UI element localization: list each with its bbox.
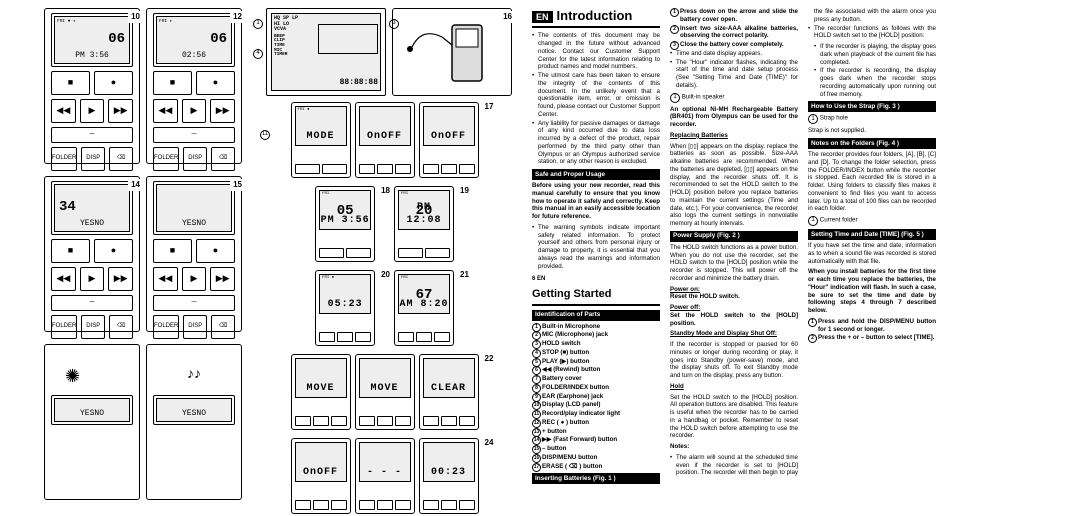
seg: 05:23 bbox=[320, 299, 370, 312]
strap-head: How to Use the Strap (Fig. 3 ) bbox=[808, 101, 936, 112]
seg: AM 8:20 bbox=[399, 299, 449, 312]
replace-batt-text: When [▯▯] appears on the display, replac… bbox=[670, 143, 798, 228]
seg: MOVE bbox=[360, 383, 410, 396]
current-folder: Current folder bbox=[820, 216, 858, 223]
power-supply-text: The HOLD switch functions as a power but… bbox=[670, 244, 798, 283]
fig-tag: 20 bbox=[381, 270, 390, 346]
seg: YESNO bbox=[55, 409, 129, 419]
hold-text: Set the HOLD switch to the [HOLD] positi… bbox=[670, 394, 798, 441]
fig-tag: 16 bbox=[500, 11, 515, 23]
id-parts-head: Identification of Parts bbox=[532, 310, 660, 321]
seg: YESNO bbox=[157, 409, 231, 419]
standby-text: If the recorder is stopped or paused for… bbox=[670, 341, 798, 380]
seg: MODE bbox=[296, 131, 346, 144]
seg: 00:23 bbox=[424, 467, 474, 480]
strap-not-supplied: Strap is not supplied. bbox=[808, 127, 936, 135]
insert-batt-steps: Press down on the arrow and slide the ba… bbox=[670, 8, 798, 49]
time-p1: If you have set the time and date, infor… bbox=[808, 242, 936, 265]
seg: 02:56 bbox=[157, 51, 231, 61]
power-off-head: Power off: bbox=[670, 304, 700, 311]
intro-heading: ENIntroduction bbox=[532, 8, 660, 24]
power-supply-head: Power Supply (Fig. 2 ) bbox=[670, 231, 798, 242]
seg: OnOFF bbox=[424, 131, 474, 144]
seg: PM 3:56 bbox=[320, 215, 370, 228]
builtin-speaker: Built-in speaker bbox=[682, 93, 725, 100]
safe-b1: The warning symbols indicate important s… bbox=[532, 224, 660, 271]
fig-tag: 18 bbox=[381, 186, 390, 262]
seg: YESNO bbox=[157, 219, 231, 229]
fig-tag: 17 bbox=[485, 102, 494, 178]
safe-p1: Before using your new recorder, read thi… bbox=[532, 182, 660, 221]
folders-head: Notes on the Folders (Fig. 4 ) bbox=[808, 138, 936, 149]
seg: YESNO bbox=[55, 219, 129, 229]
seg: 34 bbox=[59, 199, 76, 217]
fig-tag: 22 bbox=[485, 354, 494, 430]
seg: CLEAR bbox=[424, 383, 474, 396]
id-parts-list: Built-in MicrophoneMIC (Microphone) jack… bbox=[532, 323, 660, 471]
power-on-text: Reset the HOLD switch. bbox=[670, 293, 740, 300]
hold-head: Hold bbox=[670, 383, 798, 391]
fig-tag: 15 bbox=[230, 179, 245, 191]
fig-tag: 24 bbox=[485, 438, 494, 514]
insert-batt-head: Inserting Batteries (Fig. 1 ) bbox=[532, 473, 660, 484]
fig-tag: 21 bbox=[460, 270, 469, 346]
folders-text: The recorder provides four folders, [A],… bbox=[808, 151, 936, 213]
power-off-text: Set the HOLD switch to the [HOLD] positi… bbox=[670, 312, 798, 327]
standby-head: Standby Mode and Display Shut Off: bbox=[670, 330, 798, 338]
replace-batt-head: Replacing Batteries bbox=[670, 132, 798, 140]
seg: 06 bbox=[210, 31, 227, 49]
nimh-note: An optional Ni-MH Rechargeable Battery (… bbox=[670, 106, 798, 129]
seg: PM 3:56 bbox=[55, 51, 129, 61]
seg: 06 bbox=[108, 31, 125, 49]
time-steps: Press and hold the DISP/MENU button for … bbox=[808, 318, 936, 342]
strap-hole: Strap hole bbox=[820, 115, 848, 122]
recorder-accessory-icon bbox=[402, 17, 502, 87]
getting-started-heading: Getting Started bbox=[532, 288, 660, 302]
time-p2: When you install batteries for the first… bbox=[808, 268, 936, 315]
insert-batt-sub: Time and date display appears.The "Hour"… bbox=[670, 50, 798, 90]
fig-tag: 10 bbox=[128, 11, 143, 23]
seg: MOVE bbox=[296, 383, 346, 396]
fig-tag: 12 bbox=[230, 11, 245, 23]
notes-head: Notes: bbox=[670, 443, 798, 451]
power-on-head: Power on: bbox=[670, 286, 700, 293]
seg: PM 12:08 bbox=[399, 202, 449, 227]
fig-tag: 19 bbox=[460, 186, 469, 262]
time-date-head: Setting Time and Date [TIME] (Fig. 5 ) bbox=[808, 229, 936, 240]
fig-tag: 14 bbox=[128, 179, 143, 191]
intro-bullets: The contents of this document may be cha… bbox=[532, 32, 660, 166]
safe-usage-head: Safe and Proper Usage bbox=[532, 169, 660, 180]
seg: OnOFF bbox=[360, 131, 410, 144]
seg: OnOFF bbox=[296, 467, 346, 480]
hold-sub-notes: If the recorder is playing, the display … bbox=[808, 43, 936, 98]
page-number: 6 EN bbox=[532, 276, 660, 284]
